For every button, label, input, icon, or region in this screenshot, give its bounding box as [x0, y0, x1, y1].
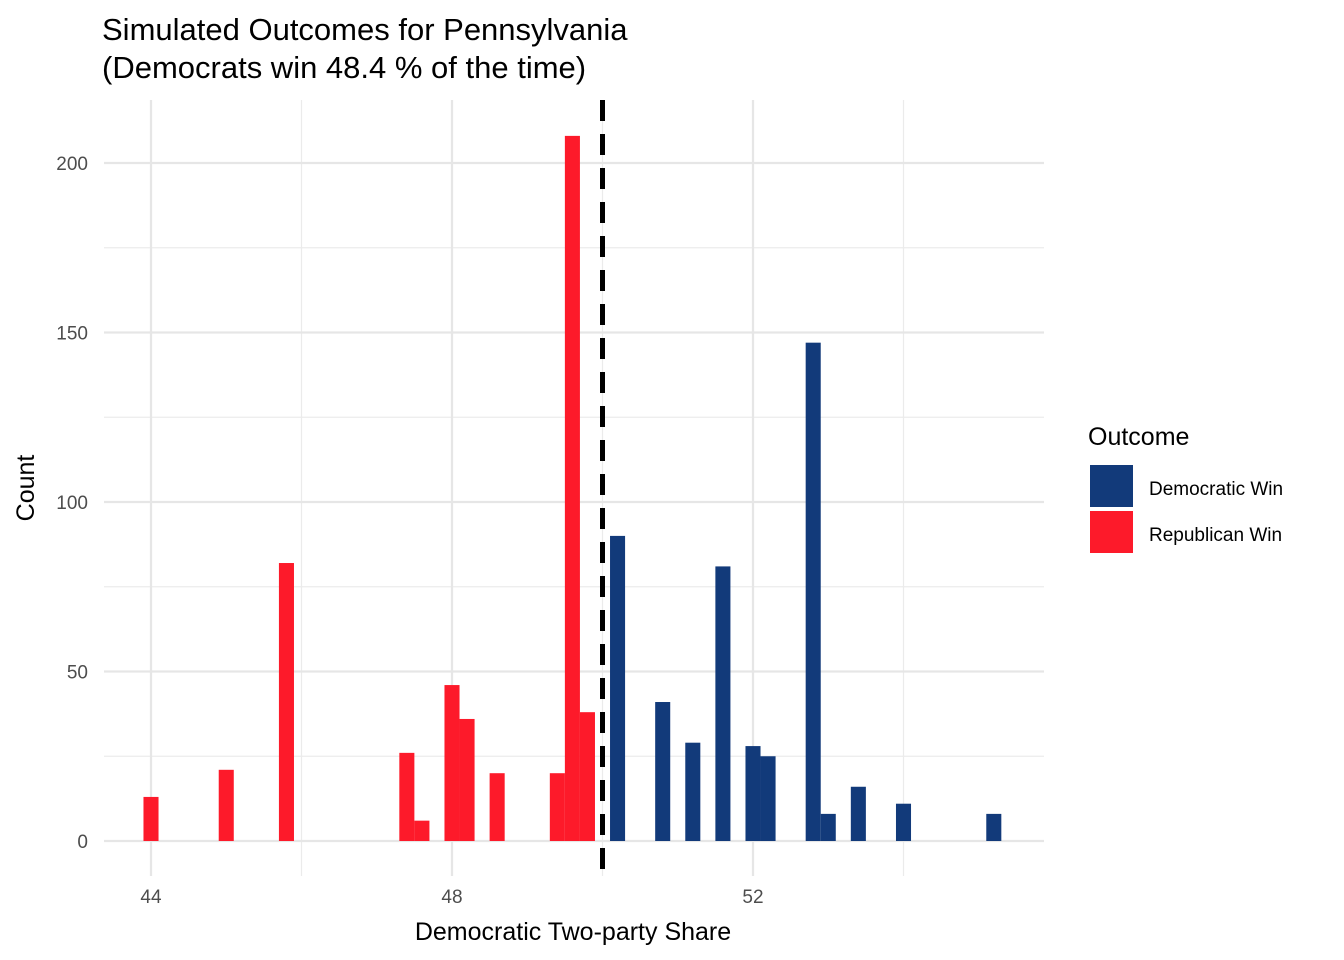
bar-republican-win [489, 773, 505, 841]
y-tick-label: 50 [67, 663, 88, 684]
bar-republican-win [549, 773, 565, 841]
x-tick-label: 48 [441, 887, 462, 908]
legend-title: Outcome [1088, 423, 1189, 451]
bar-democratic-win [986, 813, 1002, 841]
bar-republican-win [399, 752, 415, 841]
bar-democratic-win [685, 742, 701, 841]
bar-republican-win [444, 685, 460, 841]
bar-republican-win [278, 563, 294, 841]
chart-title: Simulated Outcomes for Pennsylvania (Dem… [102, 12, 628, 85]
bar-democratic-win [655, 702, 671, 841]
bar-republican-win [414, 820, 430, 841]
chart-title-line-1: Simulated Outcomes for Pennsylvania [102, 12, 628, 47]
bar-republican-win [218, 769, 234, 841]
bar-democratic-win [760, 756, 776, 841]
bar-democratic-win [895, 803, 912, 841]
y-tick-label: 150 [56, 324, 88, 345]
y-axis-title: Count [12, 455, 40, 522]
legend-swatch-democratic-win [1090, 465, 1133, 507]
y-tick-label: 200 [56, 154, 88, 175]
bar-republican-win [143, 796, 159, 841]
bar-republican-win [564, 135, 580, 841]
x-tick-label: 52 [742, 887, 763, 908]
bar-democratic-win [850, 786, 866, 841]
bar-democratic-win [805, 342, 821, 841]
bar-democratic-win [715, 566, 731, 841]
legend-swatch-republican-win [1090, 511, 1133, 553]
tick-labels: 0 50 100 150 200 44 48 52 [56, 154, 763, 908]
bar-democratic-win [610, 535, 626, 841]
chart-title-line-2: (Democrats win 48.4 % of the time) [102, 50, 586, 85]
bar-republican-win [459, 718, 475, 841]
bar-democratic-win [820, 813, 836, 841]
y-tick-label: 0 [77, 832, 88, 853]
x-axis-title: Democratic Two-party Share [415, 918, 731, 946]
y-tick-label: 100 [56, 493, 88, 514]
bar-democratic-win [745, 746, 761, 841]
bar-republican-win [579, 712, 595, 841]
legend-label-republican-win: Republican Win [1149, 525, 1282, 546]
legend: Outcome Democratic Win Republican Win [1088, 423, 1283, 553]
bars [143, 135, 1002, 841]
x-tick-label: 44 [140, 887, 162, 908]
legend-label-democratic-win: Democratic Win [1149, 479, 1283, 500]
